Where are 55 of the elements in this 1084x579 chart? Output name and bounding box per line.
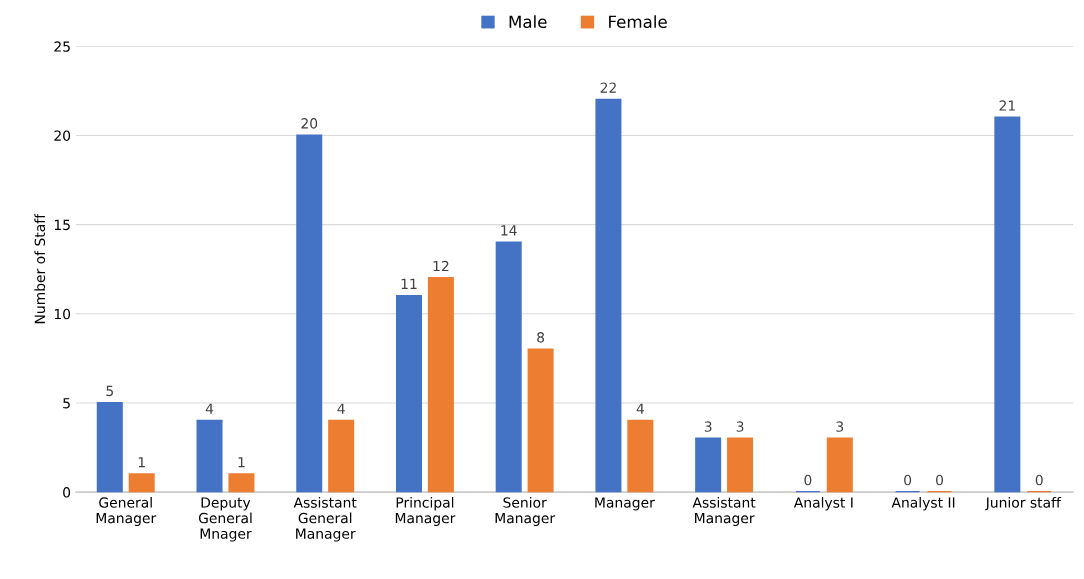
bar [627,419,654,493]
data-label: 0 [804,474,812,486]
x-tick-label: Analyst II [891,497,955,511]
data-label: 0 [936,474,944,486]
data-label: 3 [736,421,744,432]
bar [296,134,323,493]
data-label: 4 [636,403,644,414]
data-label: 1 [138,457,145,468]
y-tick-label: 10 [54,308,71,320]
x-tick-label: Analyst I [793,497,853,511]
y-tick-label: 0 [63,487,71,498]
bar [196,419,223,493]
bar [826,437,853,493]
bar [395,294,422,493]
x-tick-label: General Manager [96,497,157,527]
bar [495,241,522,493]
y-tick-label: 15 [54,219,70,231]
data-label: 1 [238,457,245,468]
x-tick-label: Deputy General Mnager [198,497,252,542]
y-tick-label: 5 [63,398,70,409]
data-label: 5 [106,385,113,397]
data-label: 22 [600,82,616,93]
bar [695,437,722,493]
y-axis-title: Number of Staff [34,213,46,324]
data-label: 20 [301,118,318,129]
bar [727,437,754,493]
x-tick-label: Principal Manager [395,497,456,527]
bar [527,348,554,493]
bar [128,473,155,493]
bar [328,419,355,493]
y-tick-label: 25 [54,41,70,52]
bar [427,277,454,493]
data-label: 21 [999,100,1015,111]
y-tick-label: 20 [54,130,71,141]
bar [595,98,622,493]
data-label: 4 [205,403,214,414]
legend-label: Male [509,15,547,29]
data-label: 0 [904,474,912,486]
data-label: 11 [401,278,417,289]
bar [994,116,1021,493]
bar [228,473,255,493]
x-tick-label: Assistant General Manager [293,497,357,542]
data-label: 14 [501,225,517,236]
x-tick-label: Senior Manager [495,497,556,527]
data-label: 3 [836,421,844,432]
data-label: 0 [1035,474,1043,486]
bar [96,401,123,493]
data-label: 3 [704,421,712,432]
legend-label: Female [609,15,667,29]
x-tick-label: Junior staff [985,497,1062,511]
x-tick-label: Assistant Manager [692,497,756,527]
x-tick-label: Manager [595,497,655,511]
data-label: 12 [433,260,449,272]
data-label: 4 [337,403,345,414]
data-label: 8 [537,332,545,343]
